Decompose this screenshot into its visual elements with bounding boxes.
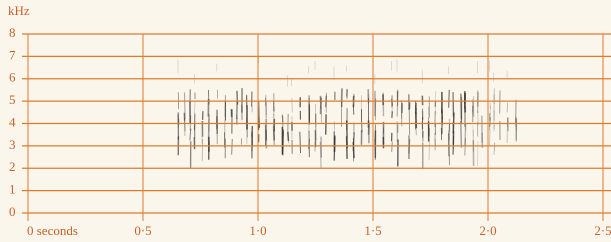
x-tick-label: 2·5 bbox=[594, 223, 611, 238]
x-tick-label: 2·0 bbox=[479, 223, 496, 238]
y-tick-label: 8 bbox=[9, 25, 16, 40]
y-tick-label: 1 bbox=[9, 182, 16, 197]
x-tick-label: 1·0 bbox=[249, 223, 266, 238]
background bbox=[0, 0, 611, 242]
y-tick-label: 7 bbox=[9, 47, 16, 62]
chart: kHz 0 1 2 3 4 5 6 7 8 0 seconds 0·5 1·0 1·5 2·0 2·5 bbox=[0, 0, 611, 242]
x-tick-label: 1·5 bbox=[364, 223, 381, 238]
y-tick-label: 0 bbox=[9, 204, 16, 219]
spectrogram-streak bbox=[449, 90, 450, 108]
y-tick-label: 5 bbox=[9, 92, 16, 107]
spectrogram-streak bbox=[334, 137, 335, 161]
spectrogram-streak bbox=[300, 132, 301, 153]
spectrogram-streak bbox=[282, 115, 283, 122]
y-tick-label: 4 bbox=[9, 114, 16, 129]
spectrogram-streak bbox=[353, 142, 354, 158]
spectrogram-streak bbox=[288, 114, 289, 132]
spectrogram-streak bbox=[369, 124, 370, 135]
x-tick-label: 0·5 bbox=[134, 223, 151, 238]
x-tick-label: 0 seconds bbox=[27, 223, 78, 238]
spectrogram-streak bbox=[461, 121, 462, 148]
spectrogram-streak bbox=[341, 89, 342, 102]
spectrogram-streak bbox=[288, 132, 289, 141]
spectrogram-streak bbox=[208, 114, 209, 142]
y-tick-label: 2 bbox=[9, 159, 16, 174]
y-axis-label: kHz bbox=[8, 3, 30, 18]
y-tick-label: 6 bbox=[9, 70, 16, 85]
y-tick-label: 3 bbox=[9, 137, 16, 152]
spectrogram-streak bbox=[473, 125, 474, 136]
